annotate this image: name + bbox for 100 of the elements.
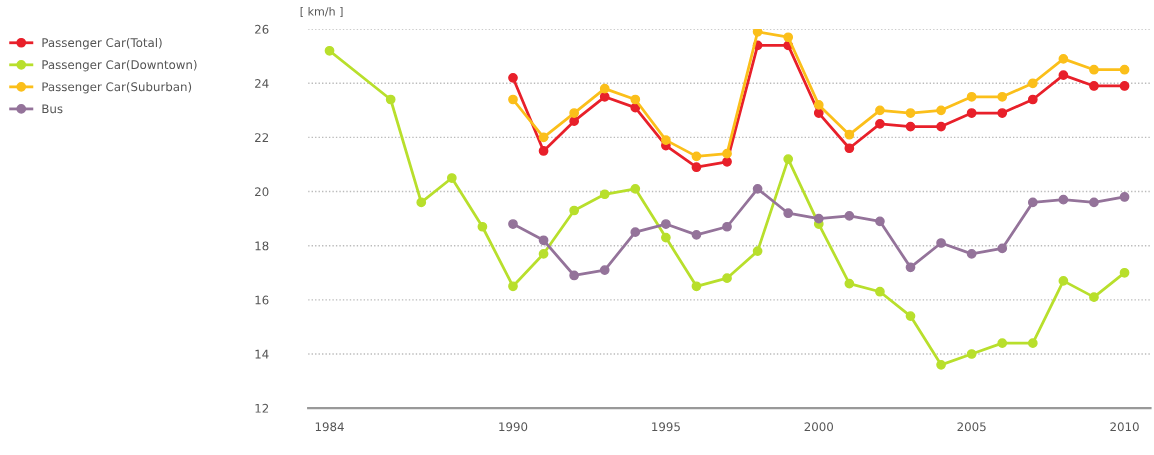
x-tick-label: 1990 [499, 422, 528, 432]
point [844, 211, 855, 221]
point [783, 154, 794, 164]
y-tick-label: 26 [255, 24, 269, 34]
point [844, 278, 855, 289]
point [569, 108, 580, 118]
point [875, 216, 885, 227]
point [905, 121, 916, 132]
point [569, 205, 580, 216]
point [752, 29, 763, 37]
point [783, 32, 794, 43]
point [538, 248, 549, 259]
point [691, 151, 702, 162]
point [722, 273, 732, 284]
x-tick-label: 2010 [1110, 422, 1139, 432]
point [722, 221, 732, 232]
legend-label: Bus [42, 104, 63, 114]
point [1027, 94, 1038, 105]
x-tick-label: 1995 [652, 422, 680, 432]
point [508, 94, 518, 105]
point [508, 219, 518, 229]
point [936, 359, 946, 370]
x-tick-label: 2005 [957, 422, 986, 432]
y-tick-label: 22 [255, 133, 269, 142]
point [936, 238, 946, 248]
legend-label: Passenger Car(Suburban) [42, 82, 192, 94]
y-tick-label: 24 [255, 78, 269, 88]
point [875, 286, 885, 297]
point [661, 232, 671, 243]
point [599, 83, 610, 94]
point [966, 91, 977, 102]
y-tick-label: 12 [255, 403, 269, 413]
point [752, 183, 763, 194]
y-tick-label: 18 [255, 241, 269, 251]
point [722, 148, 732, 159]
point [1058, 70, 1069, 81]
point [1119, 192, 1130, 202]
point [691, 162, 702, 173]
point [508, 72, 518, 83]
point [416, 197, 427, 208]
point [1089, 197, 1099, 208]
point [752, 246, 763, 256]
y-tick-label: 16 [255, 295, 269, 305]
point [324, 45, 335, 56]
point [966, 349, 977, 359]
x-tick-label: 1984 [315, 422, 344, 432]
y-tick-label: 14 [255, 349, 269, 359]
point [844, 129, 855, 140]
point [1119, 81, 1130, 91]
point [813, 108, 824, 118]
point [1027, 78, 1038, 89]
point [569, 116, 580, 127]
point [1027, 338, 1038, 349]
legend-label: Passenger Car(Total) [42, 37, 162, 50]
point [569, 270, 580, 281]
point [1119, 267, 1130, 278]
point [599, 189, 610, 200]
point [538, 235, 549, 246]
point [783, 208, 794, 219]
point [1089, 292, 1099, 302]
point [630, 94, 641, 105]
point [1027, 197, 1038, 208]
point [997, 108, 1008, 118]
point [966, 108, 977, 118]
point [1089, 81, 1099, 91]
point [936, 105, 946, 116]
point [661, 219, 671, 229]
point [875, 105, 885, 116]
point [997, 91, 1008, 102]
point [936, 121, 946, 132]
y-axis-title: [ km/h ] [300, 7, 343, 17]
point [661, 135, 671, 145]
point [966, 248, 977, 259]
point [1119, 64, 1130, 75]
y-tick-label: 20 [255, 187, 269, 197]
point [997, 338, 1008, 349]
legend-label: Passenger Car(Downtown) [42, 59, 197, 72]
point [630, 227, 641, 238]
point [599, 265, 610, 275]
point [691, 281, 702, 292]
point [905, 108, 916, 118]
point [905, 262, 916, 273]
point [905, 311, 916, 321]
point [538, 146, 549, 156]
point [875, 119, 885, 129]
point [1089, 64, 1099, 75]
point [477, 221, 488, 232]
point [813, 100, 824, 110]
x-tick-label: 2000 [804, 422, 834, 432]
point [508, 281, 518, 292]
point [599, 91, 610, 102]
point [446, 173, 457, 183]
point [538, 132, 549, 143]
point [385, 94, 396, 105]
point [1058, 194, 1069, 205]
point [1058, 276, 1069, 286]
point [722, 156, 732, 167]
point [997, 243, 1008, 254]
point [630, 183, 641, 194]
point [1058, 54, 1069, 64]
